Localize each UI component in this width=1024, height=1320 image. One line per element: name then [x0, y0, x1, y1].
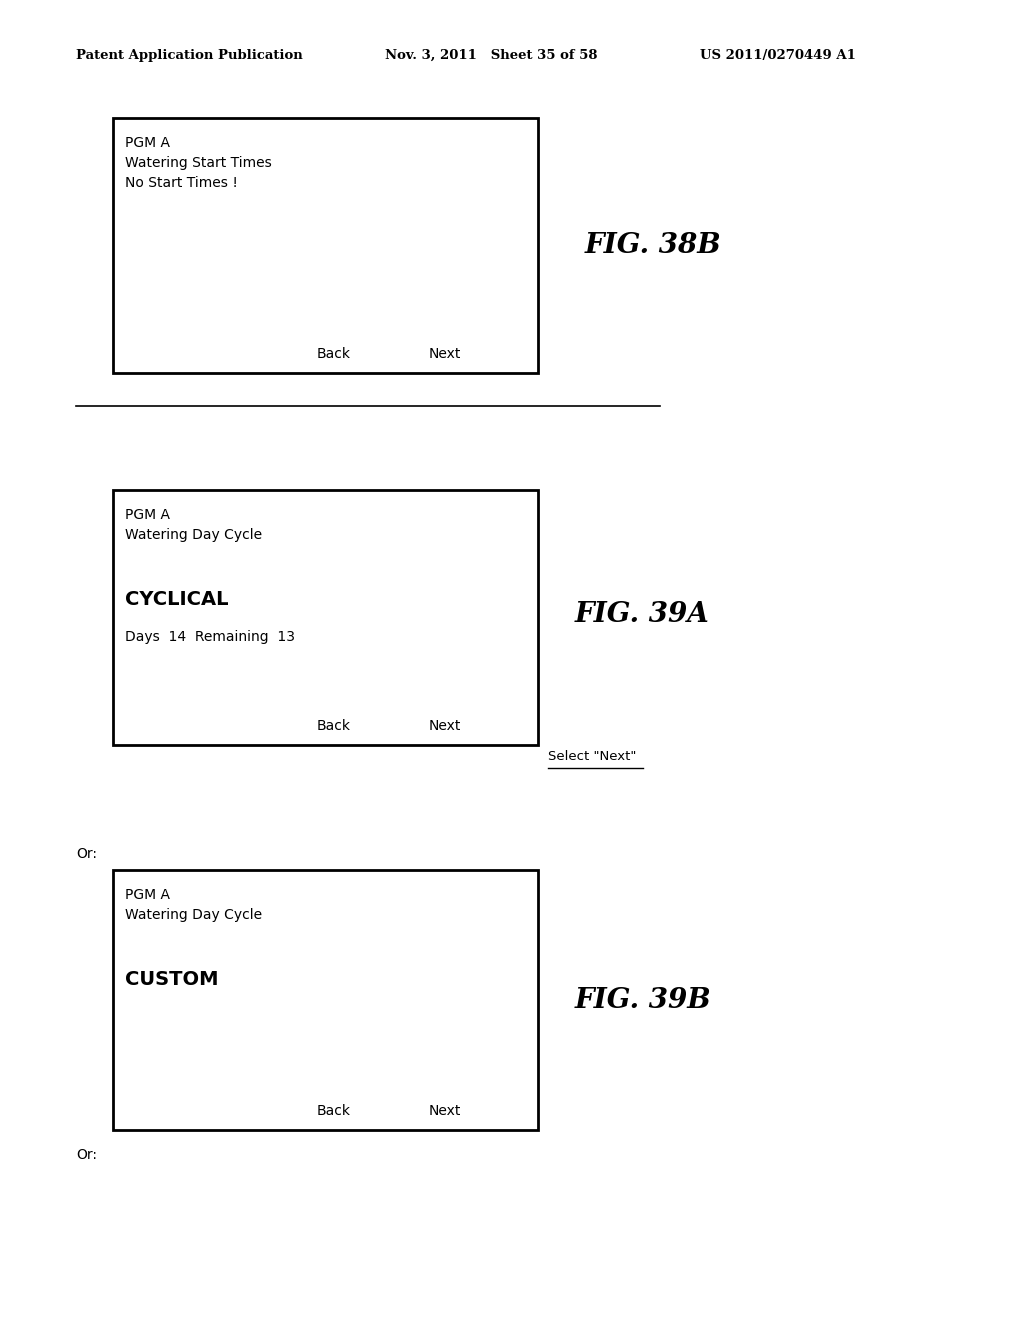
Text: FIG. 38B: FIG. 38B [585, 232, 722, 259]
Text: US 2011/0270449 A1: US 2011/0270449 A1 [700, 49, 856, 62]
Bar [113, 490, 538, 744]
Text: PGM A: PGM A [125, 508, 170, 521]
Text: FIG. 39A: FIG. 39A [575, 602, 710, 628]
Text: Next: Next [428, 347, 461, 360]
Text: No Start Times !: No Start Times ! [125, 176, 238, 190]
Text: Nov. 3, 2011   Sheet 35 of 58: Nov. 3, 2011 Sheet 35 of 58 [385, 49, 597, 62]
Text: Back: Back [317, 719, 351, 733]
Text: Watering Start Times: Watering Start Times [125, 156, 271, 170]
Text: Watering Day Cycle: Watering Day Cycle [125, 908, 262, 921]
Text: CYCLICAL: CYCLICAL [125, 590, 228, 609]
Text: Select "Next": Select "Next" [548, 750, 636, 763]
Text: FIG. 39B: FIG. 39B [575, 986, 712, 1014]
Text: PGM A: PGM A [125, 888, 170, 902]
Text: Or:: Or: [76, 847, 97, 861]
Bar [113, 117, 538, 374]
Text: Back: Back [317, 1104, 351, 1118]
Text: PGM A: PGM A [125, 136, 170, 150]
Text: Days  14  Remaining  13: Days 14 Remaining 13 [125, 630, 295, 644]
Text: Watering Day Cycle: Watering Day Cycle [125, 528, 262, 543]
Text: Next: Next [428, 719, 461, 733]
Text: Patent Application Publication: Patent Application Publication [76, 49, 303, 62]
Text: Or:: Or: [76, 1148, 97, 1162]
Text: Next: Next [428, 1104, 461, 1118]
Bar [113, 870, 538, 1130]
Text: CUSTOM: CUSTOM [125, 970, 218, 989]
Text: Back: Back [317, 347, 351, 360]
